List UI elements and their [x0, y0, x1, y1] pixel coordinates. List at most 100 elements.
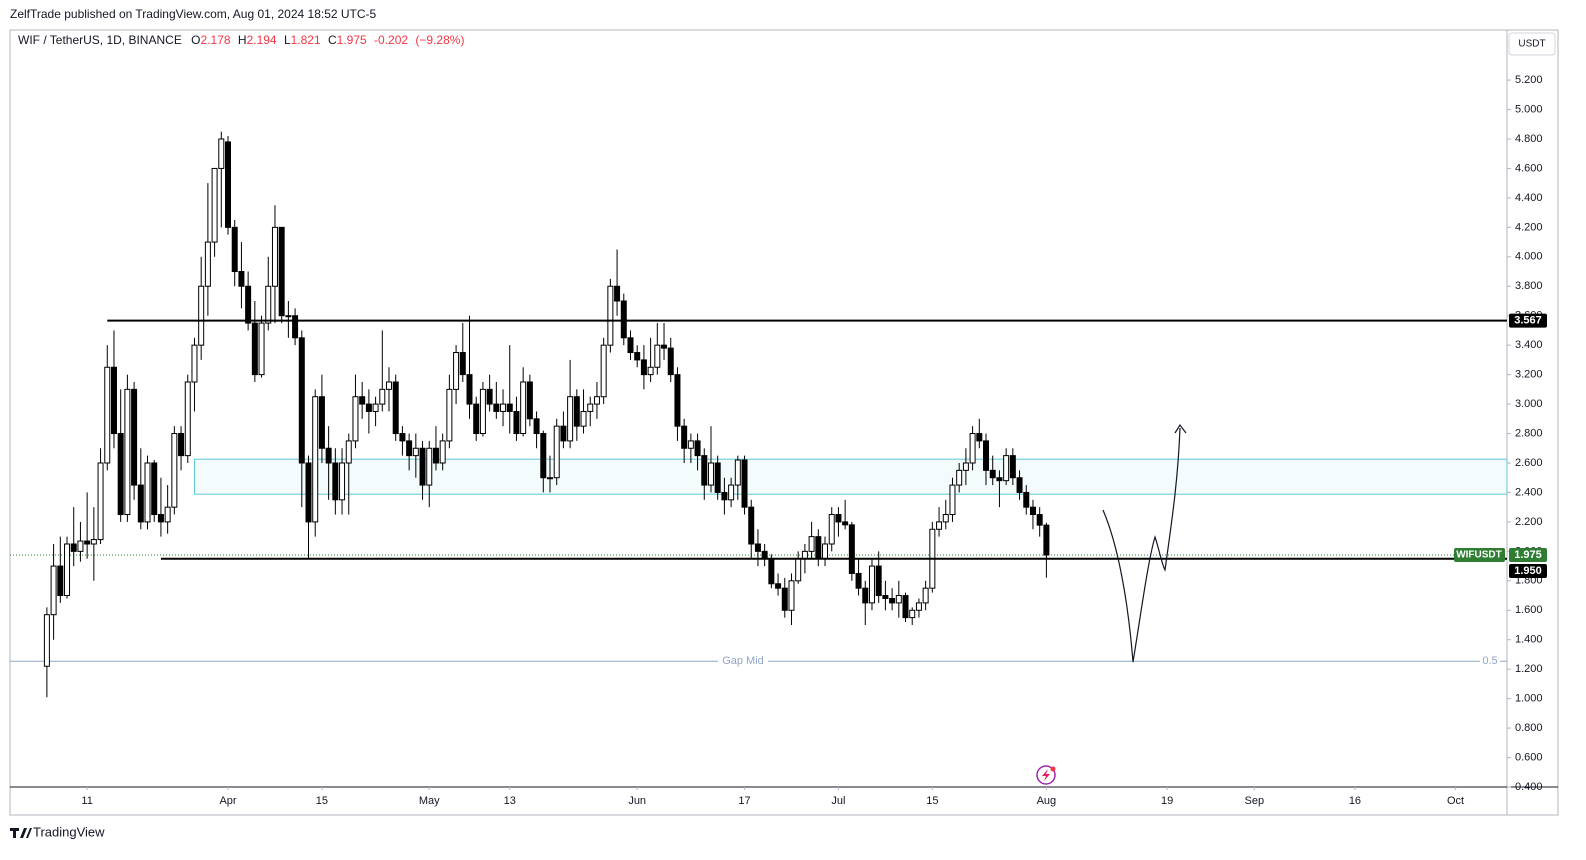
legend-low-label: L — [284, 33, 291, 47]
candle-body — [191, 344, 198, 383]
candle-body — [620, 300, 627, 339]
candle-body — [339, 462, 346, 501]
candle-body — [902, 595, 909, 619]
candle-body — [359, 396, 366, 405]
y-tick-label: 2.200 — [1515, 516, 1543, 528]
x-tick-label: Jul — [831, 795, 845, 807]
candle-body — [184, 381, 191, 457]
candle-body — [77, 540, 84, 552]
legend-high-label: H — [238, 33, 247, 47]
level-price-label: 3.567 — [1514, 314, 1542, 326]
candle-body — [285, 315, 292, 318]
candle-body — [654, 344, 661, 368]
candle-body — [500, 403, 507, 412]
candle-body — [714, 462, 721, 493]
y-tick-label: 5.000 — [1515, 103, 1543, 115]
candle-body — [64, 543, 71, 597]
candle-body — [681, 425, 688, 449]
y-tick-label: 3.800 — [1515, 280, 1543, 292]
y-tick-label: 4.000 — [1515, 251, 1543, 263]
candle-body — [922, 587, 929, 604]
last-price-name-box — [1454, 548, 1505, 563]
candle-body — [412, 447, 419, 457]
legend-change-pct: (−9.28%) — [415, 33, 464, 47]
x-tick-label: 13 — [504, 795, 516, 807]
y-tick-label: 1.000 — [1515, 693, 1543, 705]
candle-body — [614, 285, 621, 302]
y-tick-label: 3.000 — [1515, 398, 1543, 410]
y-tick-label: 2.400 — [1515, 486, 1543, 498]
y-tick-label: 0.600 — [1515, 751, 1543, 763]
candle-body — [540, 433, 547, 479]
candle-body — [694, 440, 701, 457]
level-price-box — [1509, 564, 1547, 579]
candle-body — [204, 241, 211, 287]
candle-body — [345, 440, 352, 464]
candle-body — [1036, 514, 1043, 526]
y-tick-label: 4.600 — [1515, 162, 1543, 174]
candle-body — [466, 374, 473, 405]
x-tick-label: Apr — [219, 795, 236, 807]
candle-body — [862, 587, 869, 604]
candle-body — [211, 167, 218, 243]
candle-body — [795, 558, 802, 582]
y-tick-label: 3.200 — [1515, 369, 1543, 381]
forecast-path — [1102, 427, 1181, 663]
x-tick-label: Aug — [1037, 795, 1057, 807]
candle-body — [171, 433, 178, 508]
y-tick-label: 5.200 — [1515, 74, 1543, 86]
y-tick-label: 4.400 — [1515, 192, 1543, 204]
legend-open-label: O — [191, 33, 200, 47]
candle-body — [218, 138, 225, 169]
x-tick-label: 16 — [1349, 795, 1361, 807]
candle-body — [459, 352, 466, 376]
candle-body — [855, 572, 862, 589]
candle-body — [573, 396, 580, 427]
candle-body — [124, 388, 131, 516]
level-price-label: 1.950 — [1514, 565, 1542, 577]
candle-body — [97, 462, 104, 541]
candle-body — [325, 447, 332, 464]
candle-body — [513, 410, 520, 435]
legend-open: 2.178 — [201, 33, 231, 47]
y-tick-label: 0.800 — [1515, 722, 1543, 734]
candle-body — [479, 388, 486, 435]
candle-body — [473, 403, 480, 435]
candle-body — [989, 469, 996, 479]
candle-body — [332, 462, 339, 501]
candle-body — [225, 141, 232, 228]
candle-body — [962, 462, 969, 471]
candle-body — [1029, 506, 1036, 516]
candle-body — [1003, 455, 1010, 482]
y-tick-label: 1.600 — [1515, 604, 1543, 616]
candle-body — [137, 484, 144, 523]
tv-logo — [10, 828, 32, 838]
candle-body — [627, 337, 634, 354]
candle-body — [493, 403, 500, 412]
x-tick-label: 15 — [926, 795, 938, 807]
candle-body — [788, 580, 795, 611]
candle-body — [687, 440, 694, 449]
candle-body — [144, 462, 151, 523]
candle-body — [372, 403, 379, 412]
legend-high: 2.194 — [247, 33, 277, 47]
candle-body — [104, 366, 111, 464]
forecast-arrow — [1174, 423, 1187, 434]
candle-body — [251, 322, 258, 376]
x-tick-label: 11 — [81, 795, 92, 807]
candle-body — [546, 477, 553, 480]
candle-body — [117, 433, 124, 516]
candle-body — [828, 514, 835, 545]
candle-body — [808, 536, 815, 552]
candle-body — [198, 285, 205, 346]
candle-body — [969, 433, 976, 464]
candle-body — [895, 595, 902, 604]
gap-mid-ratio-bg — [1480, 655, 1500, 668]
candle-body — [178, 433, 185, 457]
x-tick-label: 15 — [316, 795, 328, 807]
candle-body — [486, 388, 493, 405]
candle-body — [386, 381, 393, 390]
last-price-label: 1.975 — [1514, 549, 1542, 561]
footer: TradingView — [33, 824, 105, 839]
candle-body — [278, 226, 285, 317]
